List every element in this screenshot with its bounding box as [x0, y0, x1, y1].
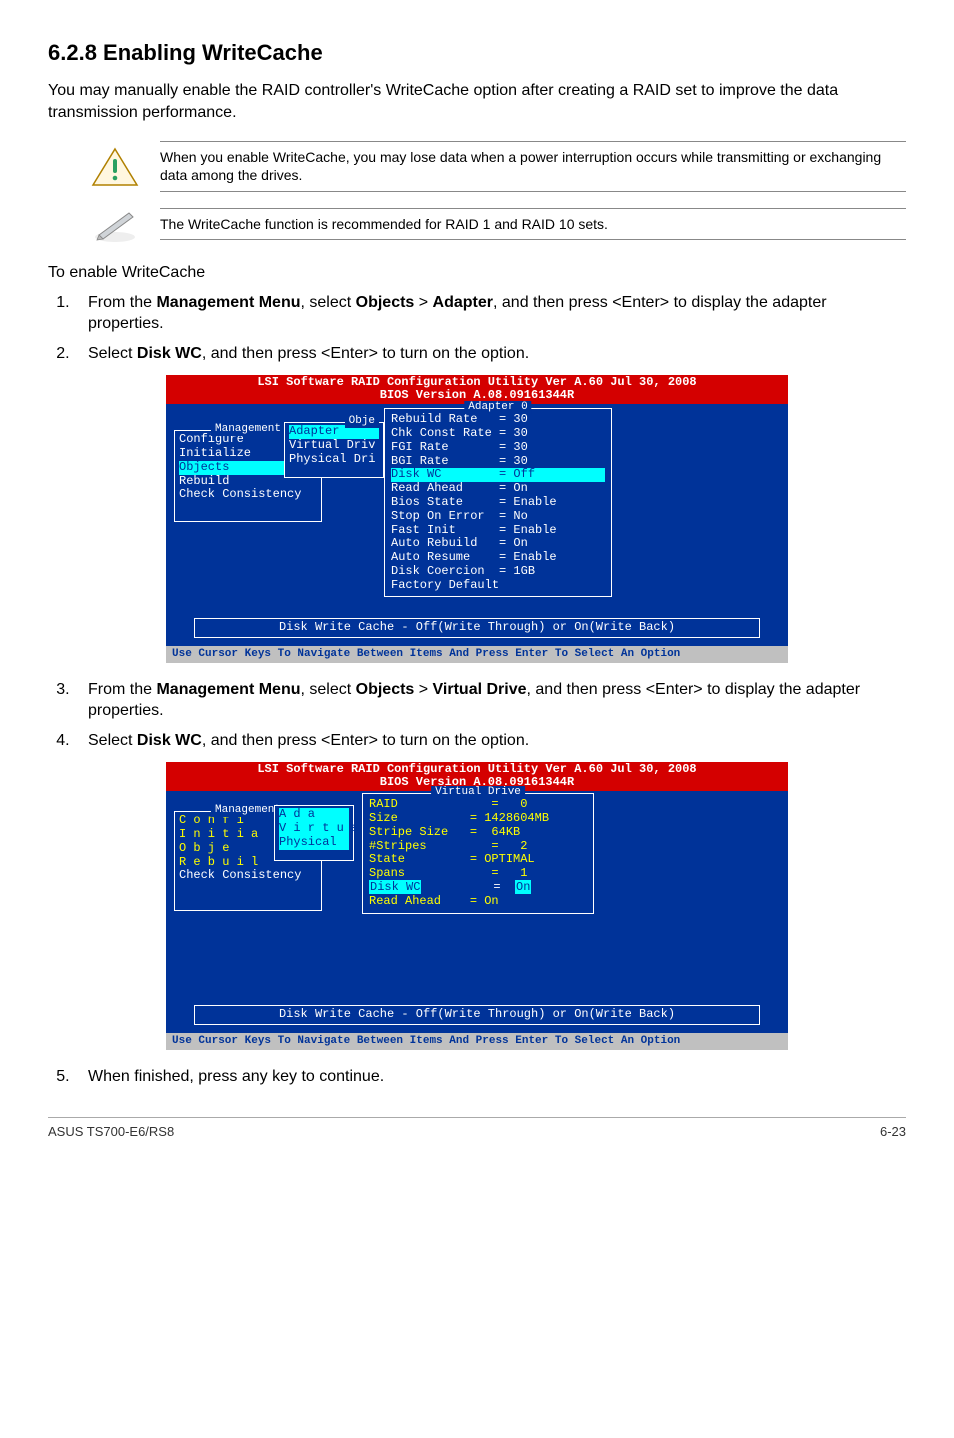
bios2-row: Read Ahead = On: [369, 895, 587, 909]
bios1-mgmt-item: Check Consistency: [179, 488, 317, 502]
warning-text: When you enable WriteCache, you may lose…: [160, 148, 906, 184]
bios1-adapter-title: Adapter 0: [464, 401, 531, 414]
bios1-row: Rebuild Rate = 30: [391, 413, 605, 427]
bios1-row: Factory Default: [391, 579, 605, 593]
bios1-obj-item: Physical Dri: [289, 453, 379, 467]
bios1-row: Stop On Error = No: [391, 510, 605, 524]
bios1-greybar: Use Cursor Keys To Navigate Between Item…: [166, 646, 788, 663]
bios2-row: Stripe Size = 64KB: [369, 826, 587, 840]
bios2-row: Spans = 1: [369, 867, 587, 881]
bios-screenshot-1: LSI Software RAID Configuration Utility …: [166, 375, 788, 663]
warning-note: When you enable WriteCache, you may lose…: [88, 137, 906, 197]
bios1-obj-title: Obje: [345, 415, 379, 428]
section-heading: 6.2.8 Enabling WriteCache: [48, 40, 906, 66]
bios1-row: Auto Resume = Enable: [391, 551, 605, 565]
page-footer: ASUS TS700-E6/RS8 6-23: [48, 1117, 906, 1139]
bios1-obj-item: Virtual Driv: [289, 439, 379, 453]
bios1-row: BGI Rate = 30: [391, 455, 605, 469]
bios2-obj-item: Physical: [279, 836, 349, 850]
step-1: From the Management Menu, select Objects…: [74, 292, 906, 335]
bios2-header1: LSI Software RAID Configuration Utility …: [166, 763, 788, 777]
bios1-row: Fast Init = Enable: [391, 524, 605, 538]
bios1-row: FGI Rate = 30: [391, 441, 605, 455]
info-note: The WriteCache function is recommended f…: [88, 204, 906, 246]
bios1-row: Bios State = Enable: [391, 496, 605, 510]
bios2-footer-box: Disk Write Cache - Off(Write Through) or…: [194, 1005, 760, 1025]
bios2-mgmt-item: Check Consistency: [179, 869, 317, 883]
bios2-obj-item-selected: A d a: [279, 808, 349, 822]
bios2-row: RAID = 0: [369, 798, 587, 812]
bios2-row: Size = 1428604MB: [369, 812, 587, 826]
page-footer-left: ASUS TS700-E6/RS8: [48, 1124, 174, 1139]
bios1-row: Chk Const Rate = 30: [391, 427, 605, 441]
bios1-row-diskwc: Disk WC = Off: [391, 468, 605, 482]
bios2-vd-title: Virtual Drive: [431, 786, 525, 799]
bios1-footer-box: Disk Write Cache - Off(Write Through) or…: [194, 618, 760, 638]
info-text: The WriteCache function is recommended f…: [160, 215, 906, 233]
step-3: From the Management Menu, select Objects…: [74, 679, 906, 722]
sub-heading: To enable WriteCache: [48, 264, 906, 282]
bios-screenshot-2: LSI Software RAID Configuration Utility …: [166, 762, 788, 1050]
page-footer-right: 6-23: [880, 1124, 906, 1139]
bios2-row: #Stripes = 2: [369, 840, 587, 854]
bios1-mgmt-title: Management: [211, 423, 285, 436]
step-2: Select Disk WC, and then press <Enter> t…: [74, 343, 906, 365]
bios1-row: Read Ahead = On: [391, 482, 605, 496]
bios1-row: Auto Rebuild = On: [391, 537, 605, 551]
warning-icon: [88, 147, 142, 187]
bios2-row: State = OPTIMAL: [369, 853, 587, 867]
pencil-icon: [88, 207, 142, 243]
step-4: Select Disk WC, and then press <Enter> t…: [74, 730, 906, 752]
bios2-greybar: Use Cursor Keys To Navigate Between Item…: [166, 1033, 788, 1050]
bios2-obj-item: V i r t u a: [279, 822, 349, 836]
bios1-row: Disk Coercion = 1GB: [391, 565, 605, 579]
bios1-header1: LSI Software RAID Configuration Utility …: [166, 376, 788, 390]
step-5: When finished, press any key to continue…: [74, 1066, 906, 1088]
bios2-row-diskwc: Disk WC = On: [369, 881, 587, 895]
intro-paragraph: You may manually enable the RAID control…: [48, 80, 906, 123]
